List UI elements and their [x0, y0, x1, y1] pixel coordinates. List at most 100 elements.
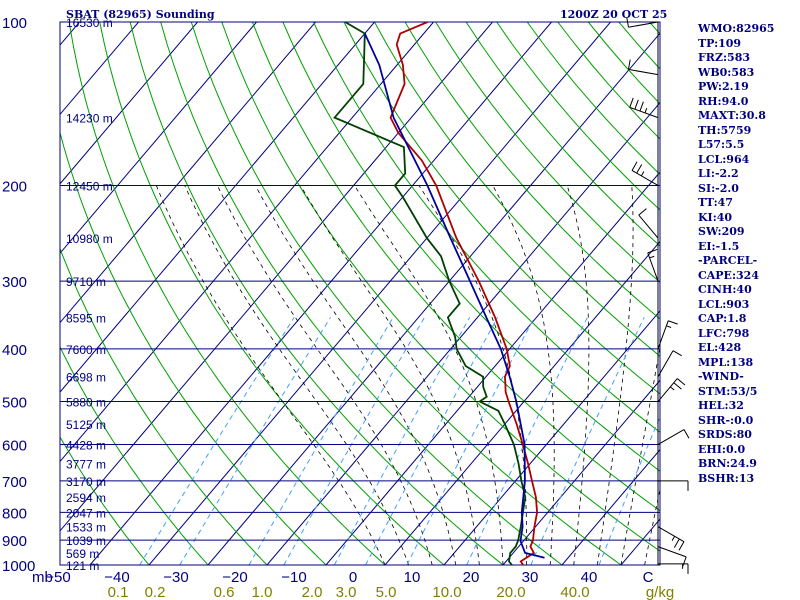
mixing-ratio-label: g/kg	[646, 584, 674, 600]
wind-barb	[658, 480, 689, 491]
wind-barb	[626, 17, 659, 28]
pressure-tick-label: 300	[2, 274, 27, 291]
temperature-tick-label: 0	[349, 569, 357, 586]
height-label: 3170 m	[66, 475, 106, 489]
index-value: L57:5.5	[698, 138, 745, 151]
wind-barb	[657, 429, 690, 445]
dry-adiabat-line	[60, 247, 268, 565]
height-label: 1533 m	[66, 521, 106, 535]
pressure-tick-label: 1000	[2, 558, 35, 575]
mixing-ratio-label: 5.0	[376, 584, 397, 600]
index-value: -WIND-	[698, 370, 744, 383]
index-value: EL:428	[698, 341, 742, 354]
dry-adiabat-line	[221, 22, 660, 552]
temperature-tick-label: −40	[104, 569, 129, 586]
index-value: EHI:0.0	[698, 442, 746, 456]
index-value: SHR-:0.0	[698, 413, 754, 427]
dry-adiabat-line	[435, 22, 660, 283]
temperature-tick-label: 40	[581, 569, 598, 586]
parcel-trace	[363, 33, 545, 559]
moist-adiabat-line	[620, 345, 660, 565]
height-label: 14230 m	[66, 112, 113, 126]
mixing-ratio-label: 40.0	[560, 584, 589, 600]
dry-adiabat-line	[129, 22, 504, 565]
mixing-ratio-line	[179, 317, 331, 565]
wind-barb	[657, 546, 687, 567]
index-value: LCL:903	[698, 297, 750, 311]
pressure-tick-label: 100	[2, 15, 27, 32]
mixing-ratio-line	[365, 317, 499, 565]
dry-adiabat-line	[60, 345, 209, 565]
wind-barb	[657, 320, 678, 350]
height-label: 1039 m	[66, 534, 106, 548]
mixing-ratio-line	[530, 317, 645, 565]
height-label: 2594 m	[66, 491, 106, 505]
height-label: 5125 m	[66, 418, 106, 432]
pressure-tick-label: 900	[2, 533, 27, 550]
index-value: PW:2.19	[698, 80, 749, 93]
moist-adiabat-line	[255, 185, 457, 565]
isotherm-line	[89, 22, 552, 565]
mixing-ratio-line	[139, 317, 295, 565]
index-value: EI:-1.5	[698, 239, 740, 253]
temperature-tick-label: −10	[281, 569, 306, 586]
moist-adiabat-line	[217, 185, 433, 565]
mixing-ratio-line	[598, 415, 660, 565]
dry-adiabat-line	[68, 22, 386, 565]
mixing-ratio-line	[406, 317, 535, 565]
index-value: LFC:798	[698, 326, 750, 340]
index-value: LCL:964	[698, 152, 750, 166]
mixing-ratio-label: 0.2	[145, 584, 166, 600]
dry-adiabat-line	[251, 22, 660, 512]
height-label: 9710 m	[66, 275, 106, 289]
index-value: TP:109	[698, 36, 742, 50]
dry-adiabat-line	[190, 22, 622, 565]
temperature-tick-label: 20	[463, 569, 480, 586]
mixing-ratio-label: 10.0	[432, 584, 461, 600]
pressure-tick-label: 800	[2, 505, 27, 522]
chart-time: 1200Z 20 OCT 25	[560, 8, 668, 21]
wind-barb	[629, 97, 659, 119]
isotherm-line	[325, 171, 660, 565]
mixing-ratio-line	[333, 317, 471, 565]
index-value: SRDS:80	[698, 428, 752, 441]
height-label: 16530 m	[66, 16, 113, 30]
height-label: 12450 m	[66, 179, 113, 193]
index-value: -PARCEL-	[698, 254, 758, 267]
index-value: CINH:40	[698, 283, 752, 296]
wind-barb	[631, 161, 659, 186]
dry-adiabat-line	[404, 22, 660, 320]
mixing-ratio-line	[248, 317, 394, 565]
plot-frame	[59, 21, 661, 566]
pressure-tick-label: 600	[2, 438, 27, 455]
index-value: CAPE:324	[698, 268, 759, 282]
index-value: HEL:32	[698, 399, 744, 412]
height-label: 569 m	[66, 547, 99, 561]
isotherm-line	[207, 32, 660, 565]
pressure-tick-label: 500	[2, 395, 27, 412]
height-label: 3777 m	[66, 457, 106, 471]
isotherm-line	[60, 22, 198, 185]
dry-adiabat-line	[343, 22, 660, 395]
temperature-trace	[389, 22, 539, 565]
x-axis-unit-label: mb	[32, 569, 53, 586]
mixing-ratio-label: 0.1	[108, 584, 129, 600]
index-value: SI:-2.0	[698, 181, 739, 195]
dry-adiabat-line	[60, 436, 150, 565]
height-label: 5880 m	[66, 396, 106, 410]
index-value: TH:5759	[698, 123, 752, 137]
moist-adiabat-line	[566, 185, 590, 565]
index-value: FRZ:583	[698, 51, 751, 64]
index-value: CAP:1.8	[698, 312, 747, 325]
isotherm-line	[60, 22, 257, 255]
isotherm-line	[60, 22, 316, 324]
chart-title: SBAT (82965) Sounding	[66, 8, 215, 21]
dry-adiabat-line	[99, 22, 445, 565]
sounding-profiles	[333, 22, 545, 565]
wind-barb	[657, 378, 686, 402]
temperature-tick-label: −50	[45, 569, 70, 586]
mixing-ratio-label: 1.0	[252, 584, 273, 600]
mixing-ratio-label: 2.0	[302, 584, 323, 600]
dry-adiabat-line	[160, 22, 563, 565]
